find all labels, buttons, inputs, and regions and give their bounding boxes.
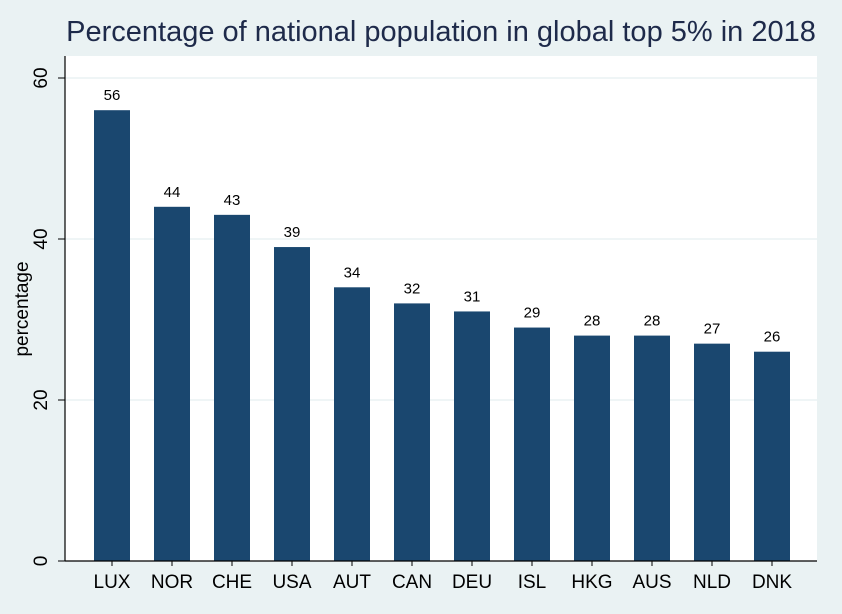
bar-nld — [694, 343, 730, 561]
bar-deu — [454, 311, 490, 561]
data-label: 43 — [224, 192, 241, 209]
data-label: 32 — [404, 280, 421, 297]
data-label: 44 — [164, 184, 181, 201]
bar-usa — [274, 247, 310, 562]
y-tick-label: 0 — [31, 556, 52, 567]
data-label: 28 — [584, 313, 601, 330]
bar-isl — [514, 327, 550, 561]
data-label: 31 — [464, 288, 481, 305]
data-label: 34 — [344, 264, 361, 281]
x-tick-label: ISL — [518, 572, 547, 593]
bar-nor — [154, 206, 190, 562]
bar-aus — [634, 335, 670, 561]
data-label: 27 — [704, 321, 721, 338]
data-label: 56 — [104, 87, 121, 104]
data-label: 28 — [644, 313, 661, 330]
y-tick-label: 40 — [31, 228, 52, 249]
x-tick-label: AUT — [333, 572, 371, 593]
bar-lux — [94, 110, 130, 561]
data-label: 26 — [764, 329, 781, 346]
bar-aut — [334, 287, 370, 561]
x-tick-label: NLD — [693, 572, 731, 593]
y-axis-label: percentage — [12, 261, 33, 356]
x-tick-label: NOR — [151, 572, 193, 593]
x-tick-label: DNK — [752, 572, 792, 593]
chart-title: Percentage of national population in glo… — [66, 16, 816, 48]
bar-can — [394, 303, 430, 561]
x-tick-label: AUS — [632, 572, 671, 593]
data-label: 39 — [284, 224, 301, 241]
x-tick-label: USA — [272, 572, 311, 593]
x-tick-label: DEU — [452, 572, 492, 593]
y-tick-label: 60 — [31, 67, 52, 88]
x-tick-label: CHE — [212, 572, 252, 593]
x-tick-label: CAN — [392, 572, 432, 593]
data-label: 29 — [524, 305, 541, 322]
bar-dnk — [754, 351, 790, 561]
x-tick-label: HKG — [571, 572, 612, 593]
x-tick-label: LUX — [94, 572, 131, 593]
bar-che — [214, 214, 250, 561]
bar-hkg — [574, 335, 610, 561]
plot-area — [65, 56, 817, 561]
y-tick-label: 20 — [31, 389, 52, 410]
